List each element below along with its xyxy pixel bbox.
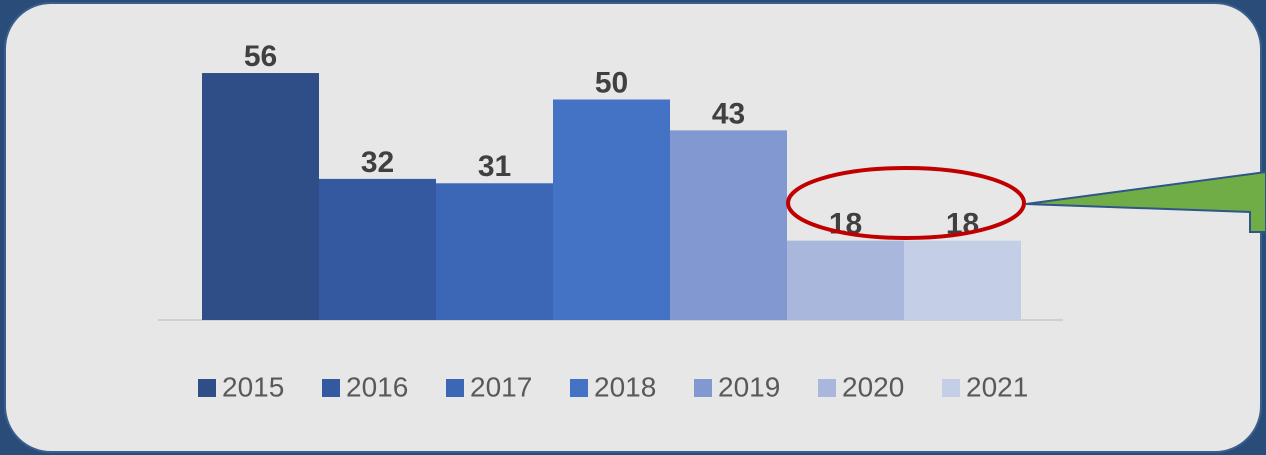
- legend-swatch: [322, 379, 340, 397]
- bar: [670, 130, 787, 320]
- data-label: 43: [712, 97, 745, 130]
- legend-label: 2015: [222, 371, 284, 402]
- legend-label: 2016: [346, 371, 408, 402]
- legend-swatch: [694, 379, 712, 397]
- legend-label: 2019: [718, 371, 780, 402]
- data-label: 32: [361, 146, 394, 179]
- legend-label: 2021: [966, 371, 1028, 402]
- callout-pointer: [1025, 170, 1266, 233]
- bar: [202, 73, 319, 320]
- highlight-ellipse: [786, 166, 1026, 240]
- data-label: 50: [595, 66, 628, 99]
- bar: [319, 178, 436, 320]
- legend-swatch: [942, 379, 960, 397]
- bar: [436, 183, 553, 320]
- bar: [553, 99, 670, 320]
- bar: [787, 240, 904, 320]
- legend-label: 2018: [594, 371, 656, 402]
- data-label: 31: [478, 150, 511, 183]
- legend-label: 2020: [842, 371, 904, 402]
- legend-swatch: [570, 379, 588, 397]
- legend-swatch: [446, 379, 464, 397]
- legend-swatch: [198, 379, 216, 397]
- data-label: 56: [244, 40, 277, 73]
- bar: [904, 240, 1021, 320]
- legend-label: 2017: [470, 371, 532, 402]
- legend-swatch: [818, 379, 836, 397]
